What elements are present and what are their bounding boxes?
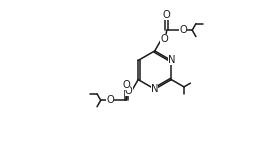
Text: O: O [179,25,187,35]
Text: O: O [160,34,168,44]
Text: O: O [106,95,114,105]
Text: O: O [122,80,130,90]
Text: N: N [168,56,175,65]
Text: O: O [125,86,133,96]
Text: N: N [151,84,159,94]
Text: O: O [163,10,171,20]
